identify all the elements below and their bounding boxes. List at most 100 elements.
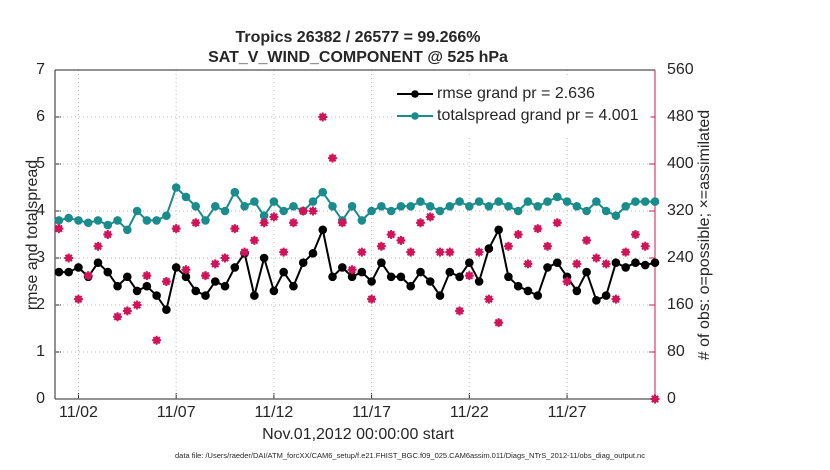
- obs-assimilated-marker: [103, 230, 113, 239]
- series-marker: [74, 216, 83, 225]
- series-marker: [386, 272, 396, 282]
- x-tick-label: 11/02: [59, 404, 98, 421]
- series-marker: [191, 202, 201, 211]
- series-marker: [220, 206, 230, 216]
- series-marker: [308, 249, 318, 258]
- series-marker: [269, 286, 279, 296]
- series-marker: [435, 206, 445, 216]
- series-marker: [592, 197, 601, 206]
- obs-assimilated-marker: [415, 218, 425, 228]
- series-marker: [484, 244, 494, 253]
- series-marker: [465, 258, 474, 268]
- obs-assimilated-marker: [122, 306, 132, 316]
- series-marker: [54, 267, 64, 277]
- series-marker: [298, 258, 308, 268]
- obs-assimilated-marker: [230, 224, 240, 234]
- obs-assimilated-marker: [435, 247, 445, 257]
- footnote: data file: /Users/raeder/DAI/ATM_forcXX/…: [175, 451, 645, 460]
- obs-assimilated-marker: [494, 318, 504, 328]
- series-marker: [650, 258, 660, 268]
- obs-assimilated-marker: [533, 224, 543, 234]
- y-tick-label: 0: [36, 390, 45, 407]
- series-marker: [181, 192, 191, 202]
- obs-assimilated-marker: [113, 312, 123, 322]
- x-tick-label: 11/12: [254, 404, 293, 421]
- obs-assimilated-marker: [269, 212, 279, 222]
- series-marker: [601, 291, 611, 300]
- series-marker: [543, 263, 552, 272]
- series-marker: [621, 263, 630, 272]
- series-marker: [445, 202, 455, 211]
- y2-tick-label: 0: [667, 390, 676, 407]
- obs-assimilated-marker: [220, 253, 230, 263]
- series-marker: [533, 291, 543, 300]
- y2-tick-label: 320: [667, 202, 694, 219]
- y-tick-label: 4: [36, 202, 45, 219]
- obs-assimilated-marker: [367, 294, 377, 304]
- obs-assimilated-marker: [298, 206, 308, 216]
- obs-assimilated-marker: [474, 247, 484, 257]
- series-marker: [201, 291, 210, 300]
- series-marker: [367, 277, 376, 286]
- obs-assimilated-marker: [54, 224, 64, 234]
- series-marker: [562, 197, 572, 206]
- series-marker: [465, 202, 474, 211]
- obs-assimilated-marker: [347, 265, 357, 275]
- obs-assimilated-marker: [240, 247, 250, 257]
- obs-assimilated-marker: [328, 153, 338, 163]
- series-marker: [552, 258, 562, 268]
- series-marker: [113, 216, 122, 225]
- series-marker: [445, 267, 455, 277]
- series-marker: [513, 281, 523, 291]
- y2-axis-label: # of obs: o=possible; ×=assimilated: [696, 110, 713, 360]
- series-marker: [201, 216, 210, 225]
- series-marker: [631, 258, 640, 268]
- obs-assimilated-marker: [523, 259, 533, 269]
- series-marker: [406, 202, 416, 211]
- legend-marker: [411, 90, 419, 98]
- y-tick-label: 6: [36, 108, 45, 125]
- series-marker: [582, 267, 591, 277]
- series-marker: [210, 277, 220, 286]
- obs-assimilated-marker: [591, 253, 601, 263]
- series-marker: [318, 225, 328, 235]
- series-marker: [484, 202, 494, 211]
- y2-tick-label: 560: [667, 61, 694, 78]
- chart-title: Tropics 26382 / 26577 = 99.266%: [235, 29, 480, 46]
- obs-assimilated-marker: [572, 259, 582, 269]
- obs-assimilated-marker: [376, 241, 386, 251]
- obs-assimilated-marker: [181, 265, 191, 275]
- series-marker: [162, 305, 171, 315]
- series-marker: [582, 206, 591, 216]
- x-tick-label: 11/27: [548, 404, 587, 421]
- series-marker: [357, 216, 367, 225]
- series-marker: [142, 281, 152, 291]
- obs-assimilated-marker: [601, 259, 611, 269]
- obs-assimilated-marker: [396, 235, 406, 245]
- series-marker: [425, 202, 435, 211]
- obs-assimilated-marker: [259, 218, 269, 228]
- series-marker: [377, 258, 386, 268]
- obs-assimilated-marker: [83, 271, 93, 281]
- series-marker: [171, 183, 181, 192]
- y2-tick-label: 480: [667, 108, 694, 125]
- series-marker: [54, 216, 64, 225]
- chart-subtitle: SAT_V_WIND_COMPONENT @ 525 hPa: [208, 49, 508, 66]
- series-marker: [552, 192, 562, 202]
- obs-assimilated-marker: [191, 218, 201, 228]
- y-tick-label: 7: [36, 61, 45, 78]
- y2-tick-label: 80: [667, 343, 685, 360]
- series-marker: [455, 197, 464, 206]
- obs-assimilated-marker: [445, 247, 455, 257]
- series-marker: [513, 206, 523, 216]
- series-marker: [494, 197, 503, 206]
- series-marker: [142, 216, 152, 225]
- series-marker: [74, 263, 83, 272]
- series-marker: [64, 213, 73, 223]
- series-marker: [269, 197, 279, 206]
- obs-assimilated-marker: [93, 241, 103, 251]
- obs-assimilated-marker: [73, 294, 83, 304]
- series-marker: [347, 202, 357, 211]
- obs-assimilated-marker: [337, 218, 347, 228]
- series-marker: [250, 291, 259, 300]
